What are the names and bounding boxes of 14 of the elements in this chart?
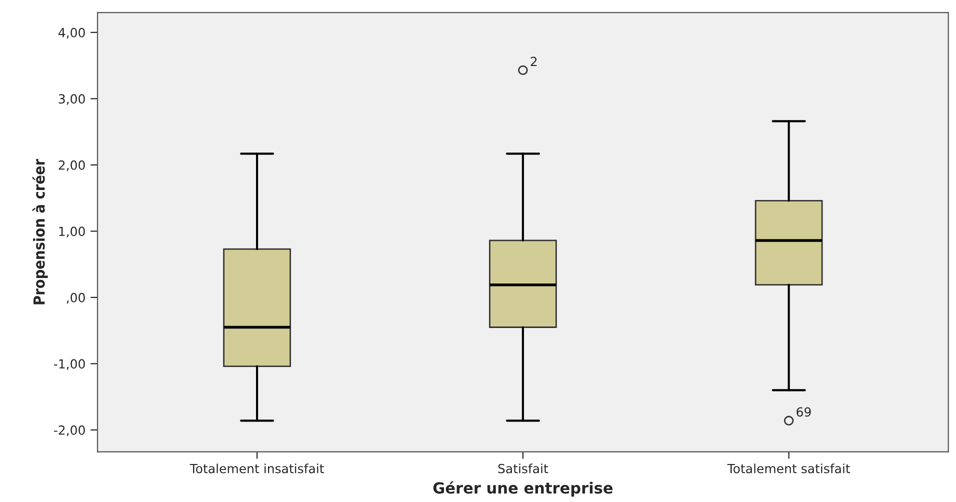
y-tick-label: -2,00 xyxy=(54,425,85,436)
y-tick-label: 4,00 xyxy=(58,28,85,39)
y-tick-label: 3,00 xyxy=(58,94,85,105)
x-tick-label: Totalement satisfait xyxy=(727,464,850,474)
y-tick-label: ,00 xyxy=(66,292,85,304)
annotation: 69 xyxy=(796,407,811,417)
y-axis-title: Propension à créer xyxy=(32,158,48,304)
y-tick-label: 1,00 xyxy=(59,226,85,238)
x-axis-title: Gérer une entreprise xyxy=(433,481,613,497)
x-tick-label: Satisfait xyxy=(498,464,548,474)
x-tick-label: Totalement insatisfait xyxy=(190,464,324,474)
annotation: 2 xyxy=(530,56,537,66)
y-tick-label: 2,00 xyxy=(58,160,85,172)
y-tick-label: -1,00 xyxy=(54,359,85,370)
